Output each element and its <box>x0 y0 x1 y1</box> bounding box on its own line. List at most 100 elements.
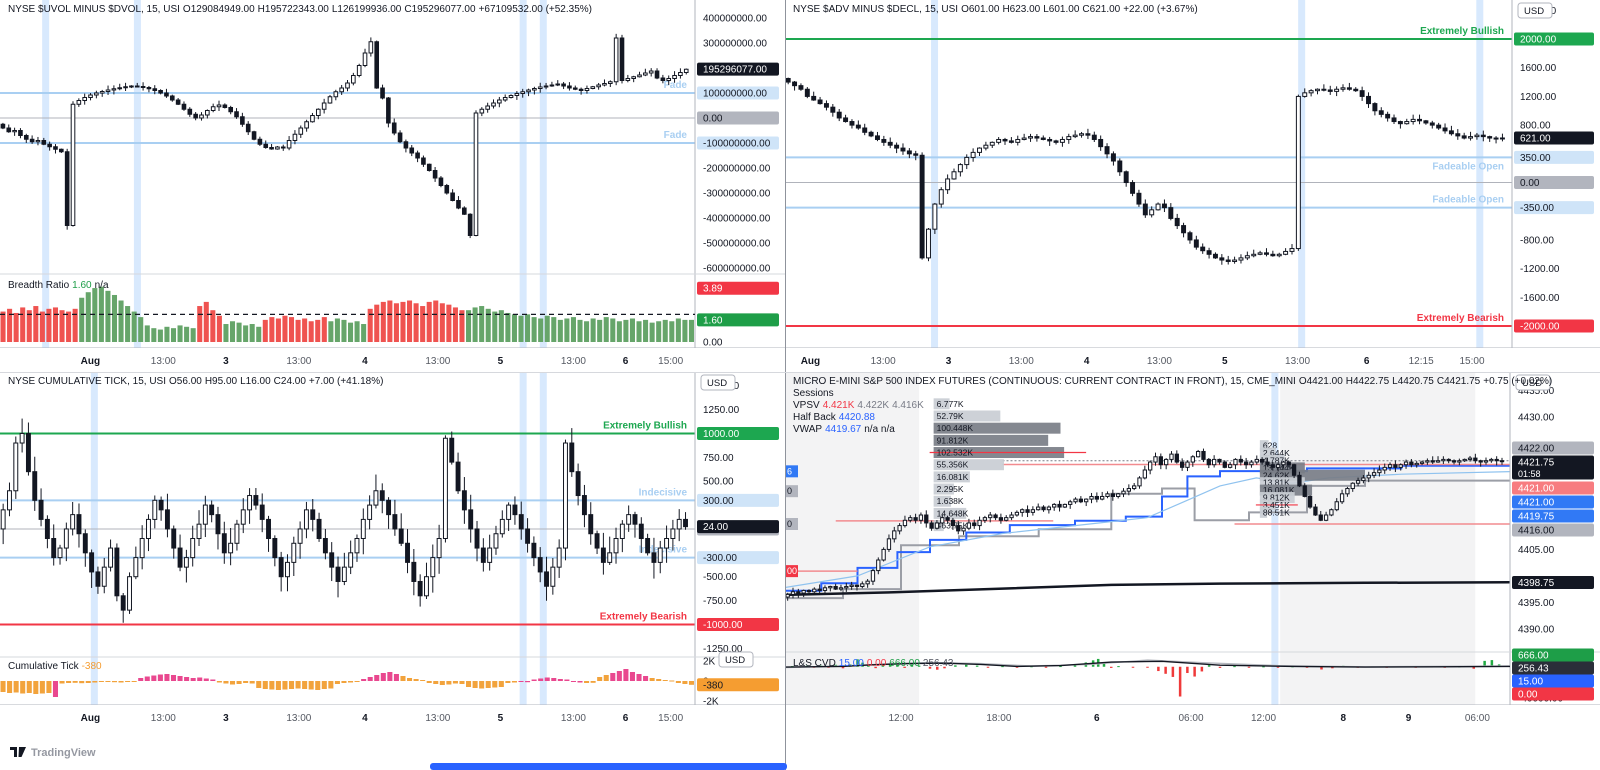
cvd-legend: L&S CVD 15.00 0.00 666.00 256.43 <box>793 658 956 669</box>
time-label: 13:00 <box>1009 356 1034 367</box>
histogram-bar <box>46 681 52 693</box>
candle-body <box>280 146 286 149</box>
currency-badge[interactable] <box>718 651 754 668</box>
candle-body <box>897 525 902 532</box>
histogram-bar <box>413 679 419 681</box>
chart-canvas-uvol-dvol[interactable]: Fade Fade 400000000.00 300000000.00 -2000000… <box>0 0 785 372</box>
chart-canvas-mes-futures[interactable]: 6.777K 52.79K 100.448K 91.812K 102.532K 55.35… <box>785 372 1600 770</box>
currency-badge-label: USD <box>707 378 727 389</box>
candle-body <box>602 83 607 86</box>
currency-badge[interactable] <box>700 374 736 391</box>
price-tick-label: 4395.00 <box>1518 598 1555 609</box>
histogram-bar <box>98 681 104 682</box>
cumulative-tick-legend: Cumulative Tick -380 <box>8 661 105 672</box>
histogram-bar <box>525 681 531 683</box>
candle-body <box>356 65 362 76</box>
candle-body <box>1219 257 1225 261</box>
histogram-bar <box>184 326 190 342</box>
tradingview-logo[interactable]: TradingView <box>10 746 96 760</box>
text-segment: H95.00 <box>204 376 238 387</box>
horizontal-scrollbar[interactable] <box>430 763 787 770</box>
panel-divider-vertical[interactable] <box>785 0 786 770</box>
histogram-bar <box>111 294 118 342</box>
panel-adv-decl[interactable]: Extremely Bullish Fadeable Open Fadeable O… <box>785 0 1600 372</box>
overlay-line <box>785 479 1510 600</box>
currency-badge-label: USD <box>1524 6 1544 17</box>
histogram-bar <box>216 681 222 683</box>
histogram-bar <box>597 677 603 681</box>
histogram-bar <box>393 303 399 342</box>
histogram-bar <box>407 300 413 342</box>
panel-divider-horizontal[interactable] <box>0 372 1600 373</box>
price-badge <box>1514 131 1594 145</box>
candle-body <box>982 517 988 521</box>
cvd-bar <box>910 664 914 667</box>
candle-body <box>798 85 804 90</box>
candle-body <box>327 96 333 104</box>
candle-body <box>1232 259 1238 262</box>
time-axis[interactable] <box>0 348 785 372</box>
panel-mes-futures[interactable]: 6.777K 52.79K 100.448K 91.812K 102.532K 55.35… <box>785 372 1600 770</box>
histogram-bar <box>177 325 183 342</box>
text-segment: n/a n/a <box>864 424 895 435</box>
time-label: 13:00 <box>151 356 176 367</box>
histogram-bar <box>452 307 458 342</box>
histogram-bar <box>151 675 157 681</box>
candle-body <box>1059 138 1065 143</box>
candle-body <box>263 143 269 148</box>
candle-body <box>1126 488 1131 492</box>
candle-body <box>13 442 19 492</box>
cvd-bar <box>1001 666 1004 668</box>
candle-body <box>120 595 126 611</box>
price-badge <box>1512 661 1594 675</box>
currency-badge[interactable] <box>1517 2 1553 19</box>
candle-body <box>581 495 587 516</box>
candle-body <box>913 153 919 156</box>
chart-canvas-adv-decl[interactable]: Extremely Bullish Fadeable Open Fadeable O… <box>785 0 1600 372</box>
time-axis[interactable] <box>0 705 785 733</box>
candle-body <box>876 559 881 572</box>
histogram-bar <box>452 681 458 684</box>
candle-body <box>1068 501 1073 505</box>
candle-body <box>140 86 146 88</box>
histogram-bar <box>544 677 550 681</box>
candle-body <box>70 103 76 226</box>
histogram-bar <box>616 671 622 681</box>
candle-body <box>436 538 442 559</box>
candle-body <box>1249 461 1254 466</box>
histogram-bar <box>603 317 609 342</box>
histogram-bar <box>164 326 170 342</box>
candle-body <box>508 95 514 98</box>
histogram-bar <box>170 675 177 681</box>
time-label: 6 <box>1094 713 1100 724</box>
candle-body <box>1297 474 1302 487</box>
candle-body <box>1275 464 1281 468</box>
candle-body <box>245 123 251 133</box>
panel-uvol-dvol[interactable]: Fade Fade 400000000.00 300000000.00 -2000000… <box>0 0 785 372</box>
candle-body <box>1446 458 1451 462</box>
histogram-bar <box>348 322 354 342</box>
chart-canvas-cumulative-tick[interactable]: Extremely Bullish Indecisive Indecisive Ext… <box>0 372 785 770</box>
price-tick-label: -400000000.00 <box>703 214 771 225</box>
histogram-bar <box>446 681 452 685</box>
text-segment: 4419.67 <box>825 424 862 435</box>
candle-body <box>1468 136 1474 139</box>
text-segment: NYSE CUMULATIVE TICK, 15, USI <box>8 376 167 387</box>
text-segment: NYSE $ADV MINUS $DECL, 15, USI <box>793 4 959 15</box>
panel-cumulative-tick[interactable]: Extremely Bullish Indecisive Indecisive Ext… <box>0 372 785 770</box>
time-label: 12:15 <box>1409 356 1434 367</box>
histogram-bar <box>656 679 662 681</box>
currency-badge[interactable] <box>1515 374 1551 391</box>
candle-body <box>297 528 303 544</box>
candle-body <box>397 132 403 143</box>
histogram-bar <box>7 308 13 342</box>
candle-body <box>1403 461 1409 466</box>
candle-body <box>108 547 114 568</box>
candle-body <box>409 147 415 154</box>
time-axis[interactable] <box>785 705 1600 733</box>
time-label: 06:00 <box>1178 713 1203 724</box>
volume-profile-bar <box>1259 462 1305 474</box>
time-axis[interactable] <box>785 348 1600 372</box>
cvd-bar <box>1131 666 1135 668</box>
candle-body <box>956 525 961 532</box>
